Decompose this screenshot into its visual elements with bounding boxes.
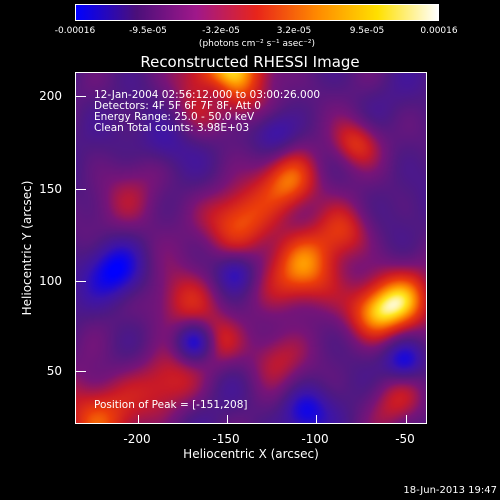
- info-detectors: Detectors: 4F 5F 6F 7F 8F, Att 0: [94, 100, 261, 112]
- info-energy-range: Energy Range: 25.0 - 50.0 keV: [94, 111, 255, 123]
- x-tick-mark: [316, 415, 317, 423]
- x-tick-label: -100: [301, 432, 329, 446]
- x-tick-mark: [406, 415, 407, 423]
- y-tick-label: 200: [39, 89, 62, 103]
- y-tick-mark: [76, 96, 86, 97]
- y-tick-label: 150: [39, 182, 62, 196]
- x-axis-label: Heliocentric X (arcsec): [183, 447, 319, 461]
- x-tick-label: -200: [123, 432, 151, 446]
- y-tick-mark: [76, 189, 86, 190]
- x-tick-label: -50: [395, 432, 415, 446]
- info-time-range: 12-Jan-2004 02:56:12.000 to 03:00:26.000: [94, 89, 321, 101]
- info-clean-counts: Clean Total counts: 3.98E+03: [94, 122, 250, 134]
- x-tick-mark: [227, 415, 228, 423]
- colorbar-label: 9.5e-05: [349, 26, 385, 36]
- colorbar-label: -0.00016: [54, 26, 96, 36]
- colorbar-label: 3.2e-05: [276, 26, 312, 36]
- x-tick-mark: [138, 415, 139, 423]
- x-tick-label: -150: [212, 432, 240, 446]
- plot-title: Reconstructed RHESSI Image: [140, 53, 360, 71]
- y-tick-label: 50: [46, 364, 62, 378]
- y-tick-mark: [76, 371, 86, 372]
- info-peak-position: Position of Peak = [-151,208]: [94, 399, 248, 411]
- colorbar-label: -3.2e-05: [202, 26, 240, 36]
- colorbar-units: (photons cm⁻² s⁻¹ asec⁻²): [198, 39, 316, 49]
- y-tick-label: 100: [39, 274, 62, 288]
- colorbar-label: -9.5e-05: [129, 26, 167, 36]
- y-axis-label: Heliocentric Y (arcsec): [20, 180, 34, 316]
- colorbar-label: 0.00016: [420, 26, 458, 36]
- colorbar: [75, 4, 439, 21]
- y-tick-mark: [76, 281, 86, 282]
- heatmap-plot-area: 12-Jan-2004 02:56:12.000 to 03:00:26.000…: [75, 72, 427, 424]
- timestamp: 18-Jun-2013 19:47: [403, 485, 497, 496]
- heatmap-image: [76, 73, 426, 423]
